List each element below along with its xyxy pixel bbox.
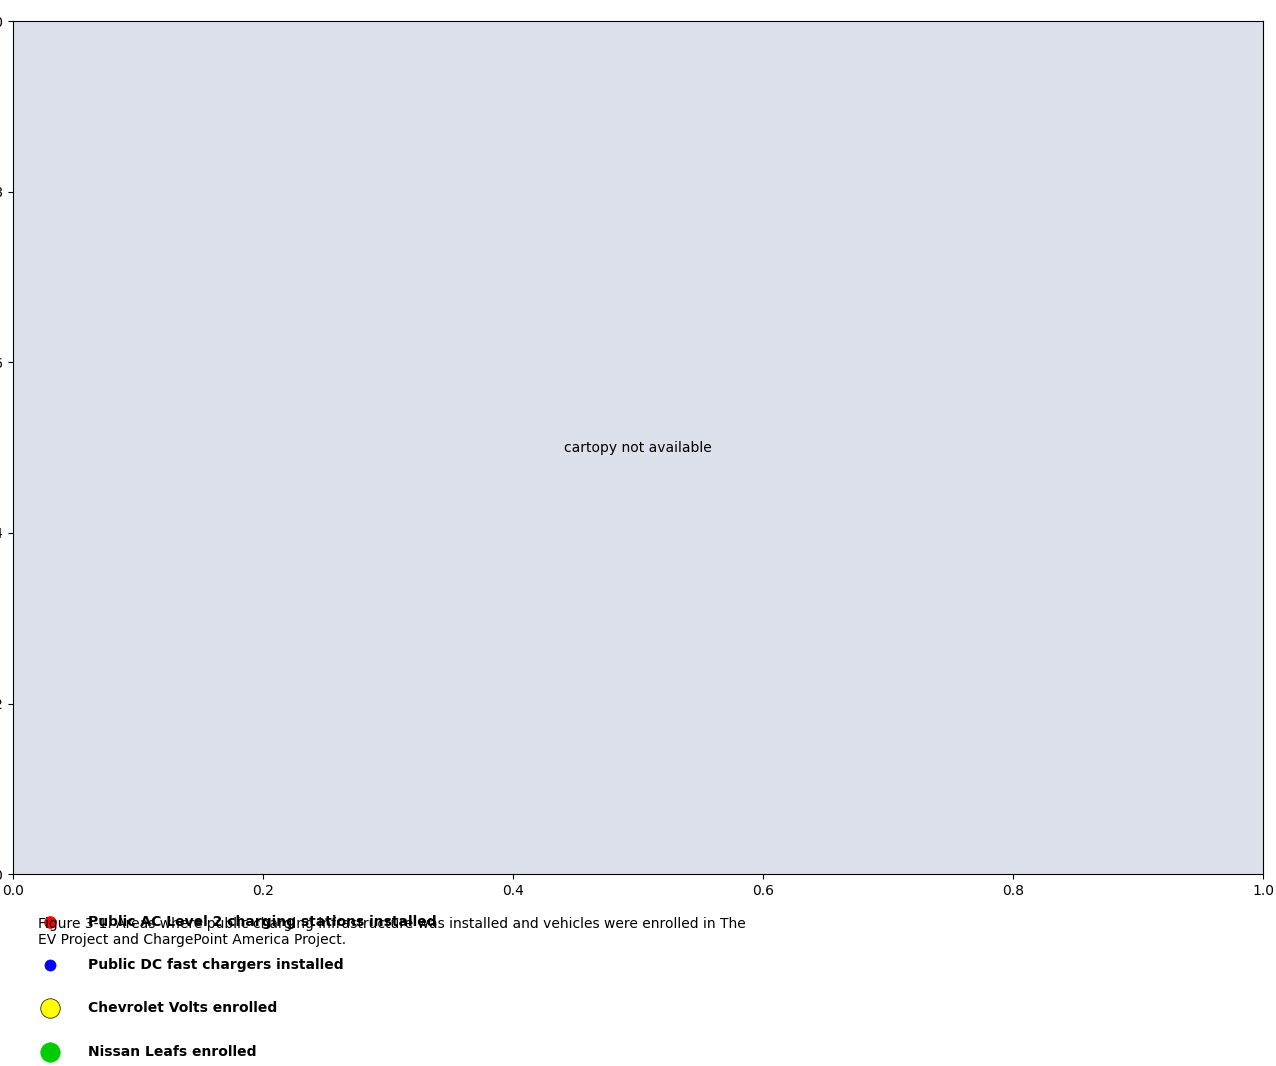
Text: Chevrolet Volts enrolled: Chevrolet Volts enrolled (88, 1001, 277, 1016)
Text: Public AC Level 2 charging stations installed: Public AC Level 2 charging stations inst… (88, 915, 436, 930)
Text: Public DC fast chargers installed: Public DC fast chargers installed (88, 958, 343, 972)
Text: Figure 3-1. Areas where public charging infrastructure was installed and vehicle: Figure 3-1. Areas where public charging … (38, 917, 746, 947)
Text: Nissan Leafs enrolled: Nissan Leafs enrolled (88, 1045, 256, 1059)
Text: cartopy not available: cartopy not available (564, 440, 712, 455)
